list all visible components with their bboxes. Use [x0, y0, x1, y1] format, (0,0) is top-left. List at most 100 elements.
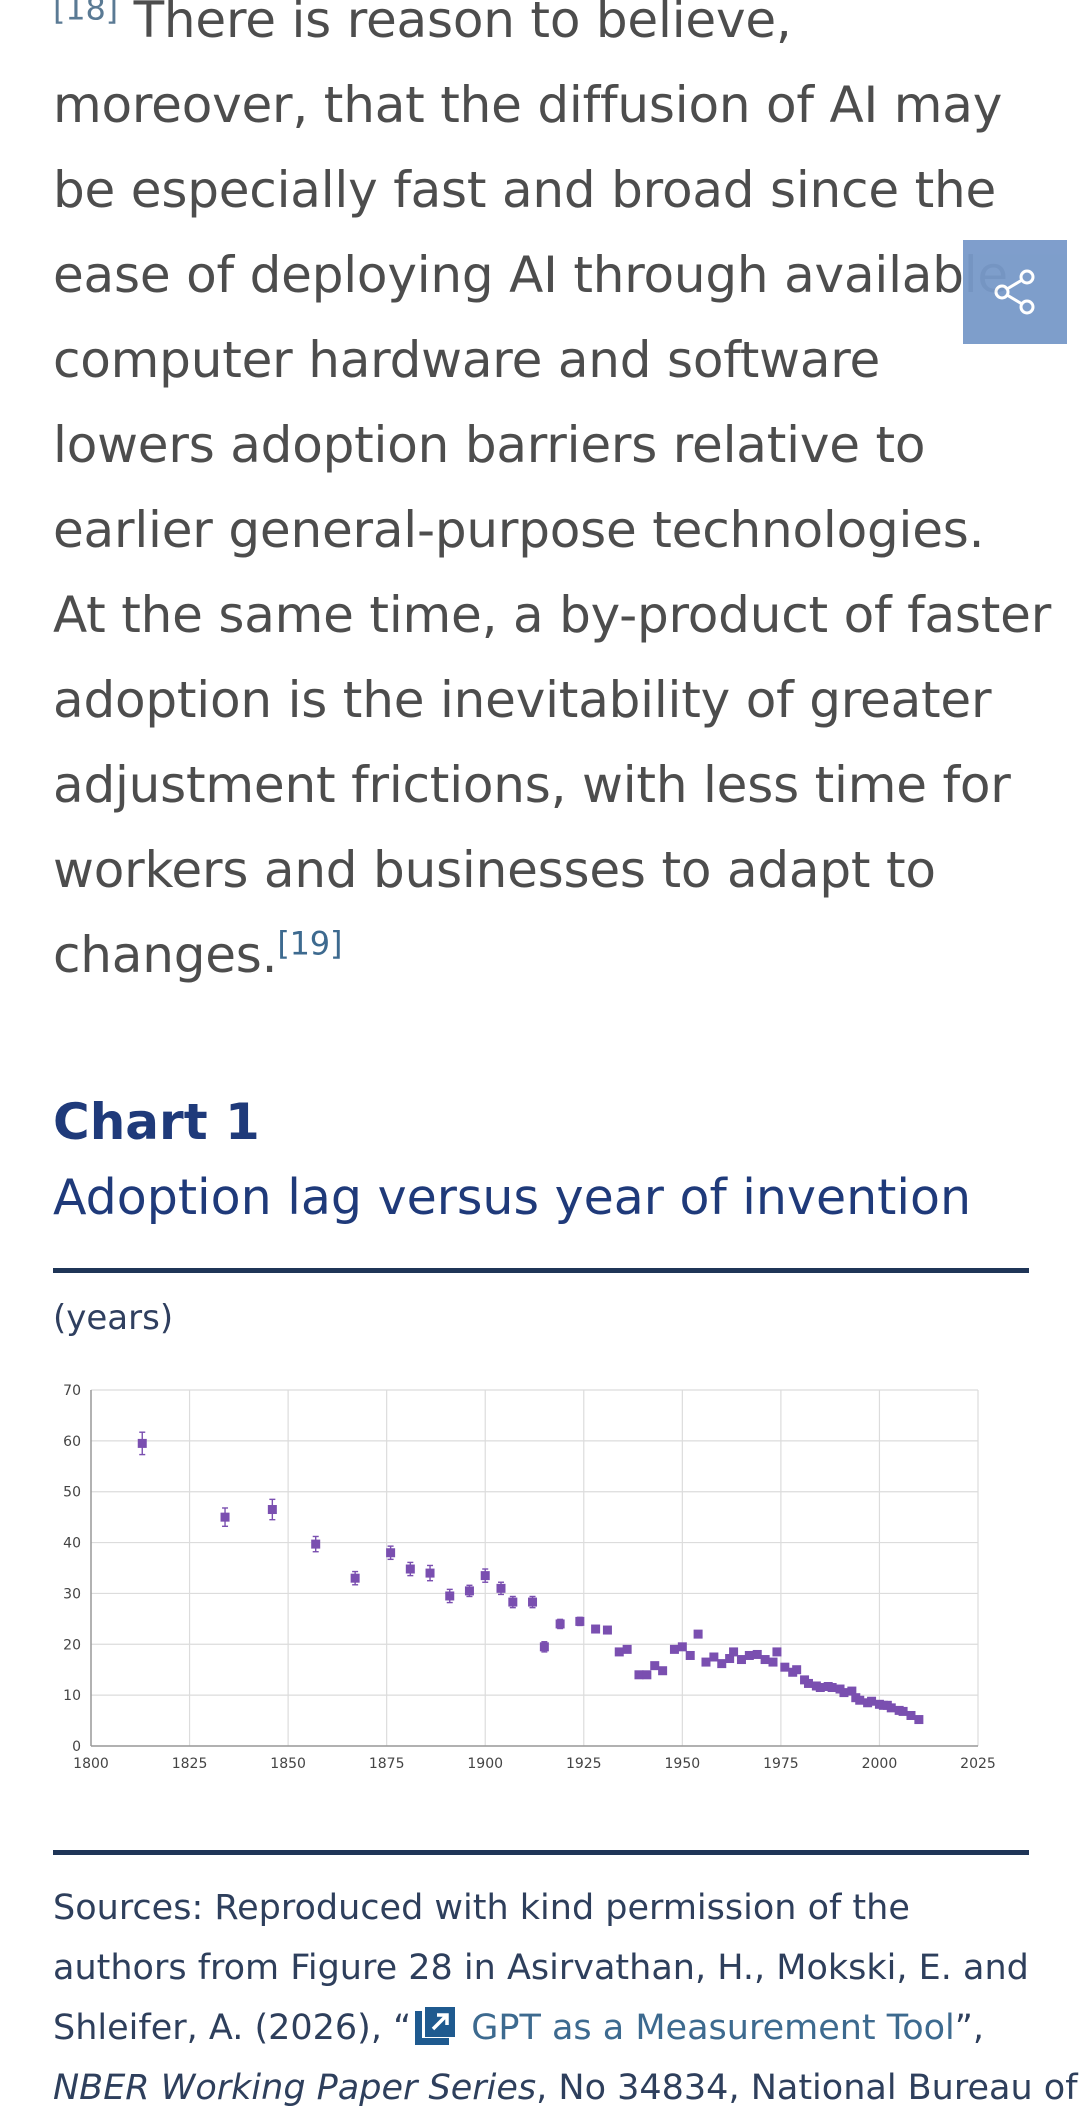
data-point: [729, 1647, 739, 1657]
sources-line-3: Shleifer, A. (2026), “GPT as a Measureme…: [53, 1998, 1043, 2058]
data-point: [685, 1650, 695, 1660]
chart-label: Chart 1: [53, 1093, 260, 1151]
data-point: [642, 1670, 652, 1680]
y-tick-label: 30: [63, 1586, 81, 1602]
sources-line-1: Sources: Reproduced with kind permission…: [53, 1888, 910, 1928]
chart-section: Chart 1 Adoption lag versus year of inve…: [53, 1090, 1029, 1855]
data-point: [445, 1591, 455, 1601]
data-point: [539, 1642, 549, 1652]
data-point: [717, 1659, 727, 1669]
x-tick-label: 1825: [172, 1756, 208, 1772]
share-icon: [994, 269, 1035, 315]
paragraph-line-10: workers and businesses to adapt to: [53, 841, 936, 899]
data-point: [591, 1624, 601, 1634]
data-point: [914, 1715, 924, 1725]
x-tick-label: 1975: [763, 1756, 799, 1772]
x-tick-label: 1900: [467, 1756, 503, 1772]
data-point: [220, 1512, 230, 1522]
data-point: [701, 1657, 711, 1667]
paragraph-line-6: earlier general-purpose technologies.: [53, 501, 985, 559]
data-point: [480, 1571, 490, 1581]
data-point: [405, 1564, 415, 1574]
data-point: [137, 1438, 147, 1448]
paragraph-line-5: lowers adoption barriers relative to: [53, 416, 926, 474]
x-tick-label: 1800: [73, 1756, 109, 1772]
paragraph-line-8: adoption is the inevitability of greater: [53, 671, 992, 729]
data-point: [622, 1644, 632, 1654]
y-tick-label: 10: [63, 1688, 81, 1704]
data-point: [658, 1666, 668, 1676]
data-point: [780, 1662, 790, 1672]
share-button[interactable]: [963, 240, 1067, 344]
paragraph-line-2: be especially fast and broad since the: [53, 161, 997, 219]
footnote-18-link[interactable]: [18]: [53, 0, 118, 28]
data-point: [744, 1650, 754, 1660]
data-point: [614, 1647, 624, 1657]
data-point: [847, 1686, 857, 1696]
sources-line-2: authors from Figure 28 in Asirvathan, H.…: [53, 1948, 1029, 1988]
paragraph-line-11: changes.[19]: [53, 924, 343, 984]
data-point: [906, 1710, 916, 1720]
article-paragraph: [18] There is reason to believe, moreove…: [53, 0, 1052, 998]
paragraph-line-0: [18] There is reason to believe,: [53, 0, 1033, 63]
data-point: [725, 1654, 735, 1664]
data-point: [496, 1583, 506, 1593]
data-point: [803, 1678, 813, 1688]
data-point: [827, 1683, 837, 1693]
data-point: [575, 1616, 585, 1626]
data-point: [768, 1657, 778, 1667]
data-point: [772, 1647, 782, 1657]
external-link-icon: [415, 2004, 457, 2045]
y-tick-label: 60: [63, 1434, 81, 1450]
x-tick-label: 1850: [270, 1756, 306, 1772]
data-point: [839, 1688, 849, 1698]
data-point: [669, 1644, 679, 1654]
scatter-plot: 0 10 20 30 40 50 60 70 1800 1825 1850 1875 1900 1925 1…: [63, 1383, 996, 1772]
paragraph-line-3: ease of deploying AI through available: [53, 246, 1008, 304]
data-point: [792, 1665, 802, 1675]
footnote-19-link[interactable]: [19]: [277, 924, 343, 963]
chart-bottom-rule: [53, 1850, 1029, 1855]
y-tick-label: 50: [63, 1485, 81, 1501]
data-point: [760, 1655, 770, 1665]
gpt-measurement-tool-link[interactable]: GPT as a Measurement Tool: [471, 2008, 955, 2048]
data-point: [464, 1586, 474, 1596]
x-tick-label: 1950: [665, 1756, 701, 1772]
data-point: [555, 1619, 565, 1629]
data-point: [898, 1706, 908, 1716]
data-point: [528, 1597, 538, 1607]
chart-title: Adoption lag versus year of invention: [53, 1169, 972, 1226]
data-point: [386, 1548, 396, 1558]
chart-sources: Sources: Reproduced with kind permission…: [53, 1878, 1078, 2118]
data-point: [634, 1670, 644, 1680]
data-point: [815, 1683, 825, 1693]
y-tick-label: 0: [72, 1739, 81, 1755]
data-point: [736, 1655, 746, 1665]
chart-top-rule: [53, 1268, 1029, 1273]
paragraph-line-9: adjustment frictions, with less time for: [53, 756, 1011, 814]
data-point: [650, 1661, 660, 1671]
data-point: [350, 1573, 360, 1583]
data-point: [508, 1597, 518, 1607]
x-tick-label: 2000: [862, 1756, 898, 1772]
y-tick-label: 70: [63, 1383, 81, 1399]
x-tick-label: 1875: [369, 1756, 405, 1772]
sources-line-4: NBER Working Paper Series, No 34834, Nat…: [53, 2068, 1078, 2108]
data-point: [693, 1629, 703, 1639]
paragraph-line-4: computer hardware and software: [53, 331, 881, 389]
paragraph-line-1: moreover, that the diffusion of AI may: [53, 76, 1003, 134]
y-tick-label: 20: [63, 1637, 81, 1653]
data-point: [867, 1696, 877, 1706]
data-point: [855, 1695, 865, 1705]
chart-unit-label: (years): [53, 1298, 174, 1338]
data-point: [886, 1703, 896, 1713]
paragraph-line-7: At the same time, a by-product of faster: [53, 586, 1052, 644]
data-point: [709, 1652, 719, 1662]
data-point: [752, 1649, 762, 1659]
data-point: [425, 1568, 435, 1578]
y-tick-label: 40: [63, 1536, 81, 1552]
data-point: [602, 1625, 612, 1635]
data-point: [267, 1505, 277, 1515]
x-tick-label: 1925: [566, 1756, 602, 1772]
data-point: [677, 1642, 687, 1652]
